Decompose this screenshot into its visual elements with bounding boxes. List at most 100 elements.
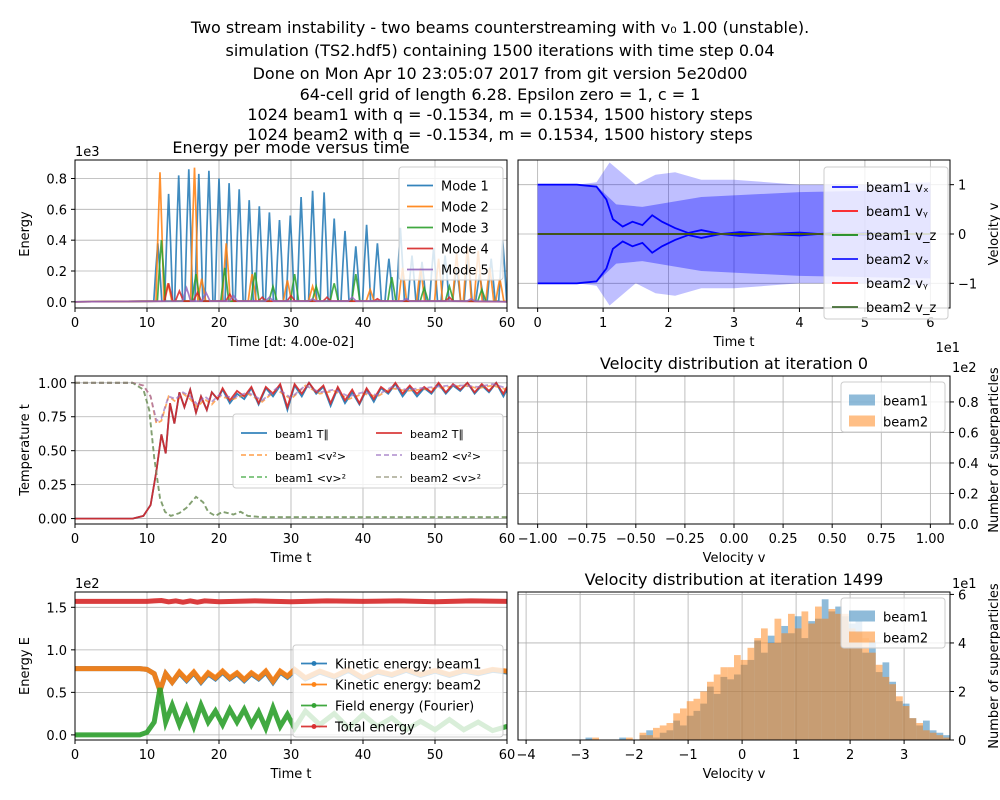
histogram-bar: [693, 698, 701, 740]
legend-label: Mode 1: [441, 180, 489, 195]
legend-label: Kinetic energy: beam1: [335, 658, 481, 673]
legend-entry: Mode 4: [407, 243, 489, 258]
legend-entry: beam1 vₓ: [832, 181, 929, 196]
legend-entry: Mode 3: [407, 222, 489, 237]
x-tick-label: 50: [427, 748, 444, 763]
y-tick-label: 0.0: [46, 296, 67, 311]
x-tick-label: 0: [71, 748, 79, 763]
histogram-bar: [585, 737, 593, 740]
x-tick-label: 0.00: [720, 532, 749, 547]
histogram-bar: [936, 735, 944, 740]
legend-label: beam1 <v>²: [275, 472, 346, 485]
x-tick-label: −4: [517, 748, 536, 763]
suptitle-line-2: simulation (TS2.hdf5) containing 1500 it…: [226, 41, 775, 60]
histogram-bar: [592, 737, 599, 740]
x-offset-label: 1e1: [935, 341, 960, 356]
legend-marker: [311, 682, 317, 687]
suptitle-line-1: Two stream instability - two beams count…: [190, 18, 809, 37]
y-axis-label: Number of superparticles: [987, 367, 1000, 533]
histogram-bar: [801, 611, 809, 740]
legend-marker: [311, 703, 317, 708]
y-tick-label: 4: [958, 637, 966, 652]
x-tick-label: −1: [679, 748, 698, 763]
y-tick-label: 0.0: [46, 729, 67, 744]
legend-box: [823, 166, 949, 320]
histogram-bar: [815, 606, 822, 740]
x-tick-label: −0.75: [567, 532, 607, 547]
histogram-bar: [896, 696, 903, 740]
x-tick-label: 3: [730, 316, 738, 331]
legend-entry: Mode 2: [407, 201, 489, 216]
legend-label: beam1: [883, 395, 928, 410]
histogram-bar: [970, 738, 977, 740]
series-line-4: [75, 597, 507, 605]
legend-entry: beam1: [849, 610, 928, 626]
histogram-bar: [909, 718, 917, 740]
histogram-bar: [666, 723, 674, 740]
histogram-bar: [754, 638, 761, 740]
x-tick-label: 1.00: [916, 532, 945, 547]
series-line-4: [75, 283, 507, 303]
y-tick-label: 1.5: [46, 601, 67, 616]
y-offset-label: 1e2: [75, 577, 100, 592]
x-tick-label: 30: [283, 532, 300, 547]
x-tick-label: −3: [571, 748, 590, 763]
legend-box: [398, 166, 504, 281]
x-tick-label: 0: [738, 748, 746, 763]
series-line-6: [75, 381, 507, 519]
y-axis-label: Energy: [18, 211, 33, 257]
legend-entry: beam1: [849, 394, 928, 410]
x-tick-label: 6: [926, 316, 934, 331]
histogram-bar: [862, 638, 869, 740]
histogram-bar: [977, 735, 984, 740]
legends: Mode 1 Mode 2 Mode 3 Mode 4 Mode 5 beam1 vₓ be…: [232, 166, 949, 738]
legend-label: beam2: [883, 416, 928, 431]
axes-title: Velocity distribution at iteration 0: [600, 354, 868, 373]
histogram-bar: [882, 676, 890, 740]
histogram-bar: [761, 628, 768, 740]
axes-frame: [517, 591, 951, 741]
series-line-5: [75, 381, 507, 423]
x-axis-label: Time t: [269, 551, 311, 566]
plot-area: [75, 381, 507, 520]
suptitle-line-6: 1024 beam2 with q = -0.1534, m = 0.1534,…: [247, 125, 752, 144]
x-tick-label: −2: [625, 748, 644, 763]
y-tick-label: 0.75: [38, 411, 67, 426]
x-tick-label: −1.00: [518, 532, 558, 547]
axes-title: Energy per mode versus time: [172, 138, 409, 157]
legend-entry: Mode 1: [407, 180, 489, 195]
legend-entry: beam2 v_z: [832, 301, 936, 316]
histogram-bar: [842, 613, 849, 740]
x-axis-label: Velocity v: [703, 551, 766, 566]
legend-label: beam1: [883, 611, 928, 626]
x-tick-label: 0: [71, 532, 79, 547]
x-tick-label: 20: [211, 532, 228, 547]
x-axis-label: Velocity v: [703, 767, 766, 782]
x-tick-label: 30: [283, 316, 300, 331]
y-tick-label: 0.2: [958, 487, 979, 502]
x-tick-label: 5: [861, 316, 869, 331]
y-offset-label: 1e3: [75, 145, 100, 160]
y-tick-label: −1: [958, 277, 977, 292]
x-axis-label: Time [dt: 4.00e-02]: [227, 335, 354, 350]
legend-patch: [849, 394, 875, 406]
x-tick-label: 10: [139, 316, 156, 331]
legend-label: beam2 vₓ: [866, 253, 929, 268]
legend-entry: beam1 <v²>: [241, 450, 346, 463]
panel-velocity_dist_0: −1.00 −0.75 −0.50 −0.25 0.00 0.25 0.50 0.75 1.00…: [517, 354, 1000, 566]
x-tick-label: 0: [533, 316, 541, 331]
y-axis-label: Velocity v: [987, 202, 1000, 265]
legend-label: beam2 vᵧ: [866, 277, 928, 292]
y-tick-label: 0.5: [46, 686, 67, 701]
histogram-bar: [646, 735, 653, 740]
legend-label: beam2 <v²>: [410, 450, 481, 463]
x-tick-label: 50: [427, 316, 444, 331]
suptitle-line-3: Done on Mon Apr 10 23:05:07 2017 from gi…: [253, 64, 748, 83]
legend-entry: beam1 <v>²: [241, 472, 346, 485]
plot-area: [585, 599, 984, 740]
legend-label: beam2 <v>²: [410, 472, 481, 485]
legend-entry: beam1 vᵧ: [832, 205, 928, 220]
legend-patch: [849, 631, 875, 643]
x-tick-label: 3: [900, 748, 908, 763]
